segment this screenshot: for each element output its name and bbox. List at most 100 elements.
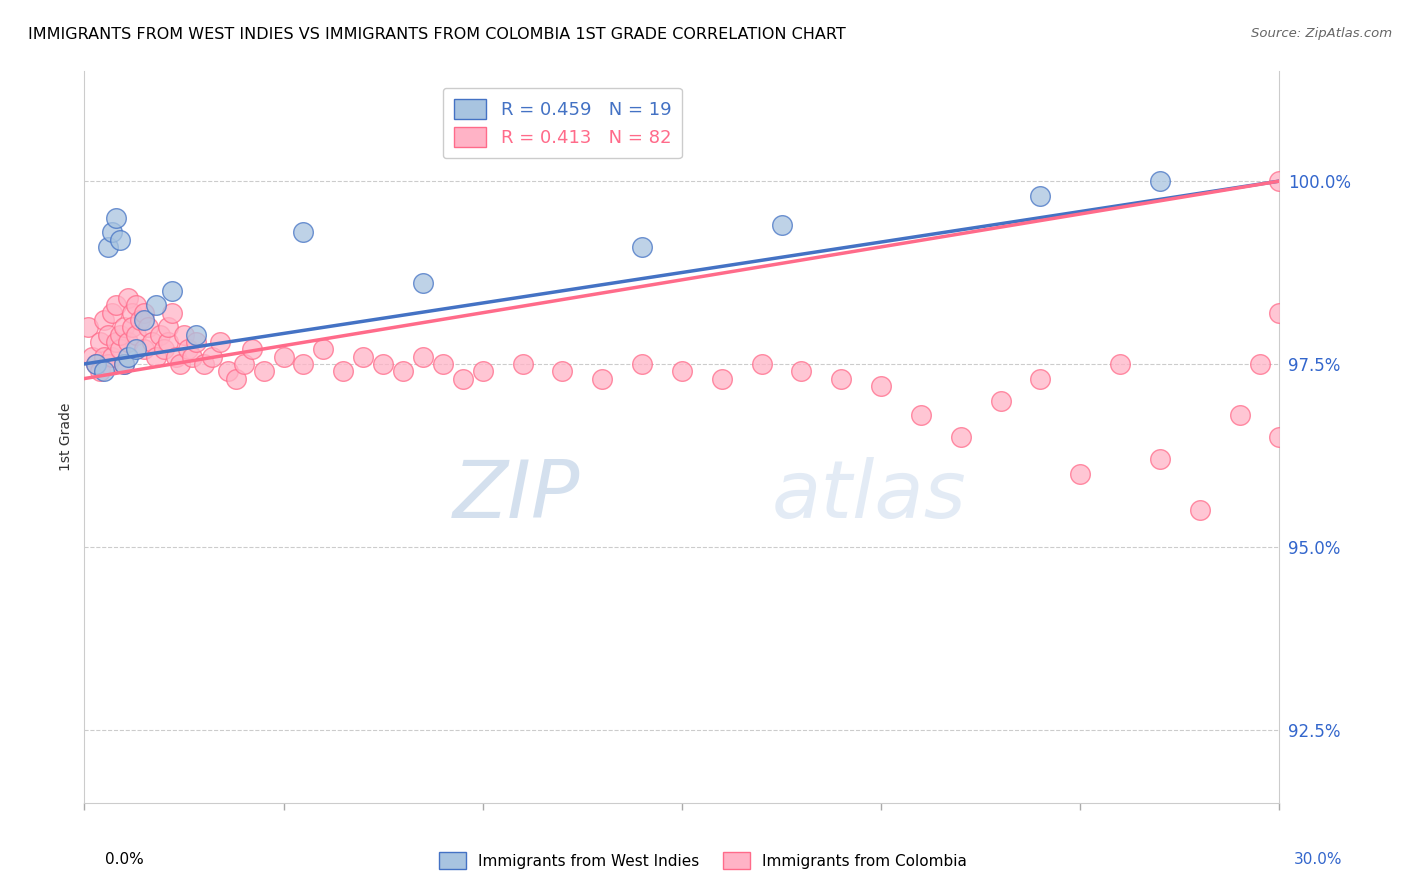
Point	[145, 350, 167, 364]
Point	[1229, 408, 1251, 422]
Point	[1249, 357, 1271, 371]
Point	[112, 357, 135, 371]
Point	[145, 298, 167, 312]
Point	[93, 364, 115, 378]
Point	[157, 334, 180, 349]
Point	[770, 218, 793, 232]
Point	[86, 357, 108, 371]
Point	[132, 313, 156, 327]
Point	[1109, 357, 1132, 371]
Point	[105, 211, 128, 225]
Point	[910, 408, 932, 422]
Point	[101, 350, 124, 364]
Text: IMMIGRANTS FROM WEST INDIES VS IMMIGRANTS FROM COLOMBIA 1ST GRADE CORRELATION CH: IMMIGRANTS FROM WEST INDIES VS IMMIGRANT…	[28, 27, 846, 42]
Point	[177, 343, 200, 357]
Legend: Immigrants from West Indies, Immigrants from Colombia: Immigrants from West Indies, Immigrants …	[433, 846, 973, 875]
Point	[217, 364, 239, 378]
Point	[671, 364, 693, 378]
Text: Source: ZipAtlas.com: Source: ZipAtlas.com	[1251, 27, 1392, 40]
Point	[1268, 306, 1291, 320]
Point	[870, 379, 893, 393]
Point	[949, 430, 972, 444]
Point	[332, 364, 354, 378]
Point	[225, 371, 247, 385]
Point	[160, 306, 183, 320]
Point	[121, 320, 143, 334]
Point	[173, 327, 195, 342]
Point	[412, 350, 434, 364]
Point	[631, 357, 654, 371]
Text: atlas: atlas	[772, 457, 966, 534]
Point	[97, 240, 120, 254]
Point	[160, 284, 183, 298]
Point	[193, 357, 215, 371]
Point	[89, 334, 111, 349]
Point	[125, 343, 148, 357]
Point	[86, 357, 108, 371]
Point	[751, 357, 773, 371]
Point	[201, 350, 224, 364]
Point	[184, 327, 207, 342]
Point	[1149, 174, 1171, 188]
Point	[132, 306, 156, 320]
Point	[512, 357, 534, 371]
Point	[1029, 371, 1052, 385]
Point	[790, 364, 813, 378]
Point	[352, 350, 374, 364]
Point	[432, 357, 454, 371]
Point	[77, 320, 100, 334]
Text: 30.0%: 30.0%	[1295, 852, 1343, 867]
Point	[89, 364, 111, 378]
Point	[451, 371, 474, 385]
Point	[631, 240, 654, 254]
Point	[830, 371, 852, 385]
Point	[149, 327, 172, 342]
Point	[551, 364, 574, 378]
Point	[93, 313, 115, 327]
Point	[110, 343, 132, 357]
Point	[132, 343, 156, 357]
Point	[141, 334, 163, 349]
Point	[1268, 174, 1291, 188]
Point	[181, 350, 204, 364]
Point	[312, 343, 335, 357]
Point	[240, 343, 263, 357]
Point	[1029, 188, 1052, 202]
Point	[110, 327, 132, 342]
Point	[117, 350, 139, 364]
Point	[125, 298, 148, 312]
Point	[710, 371, 733, 385]
Point	[110, 233, 132, 247]
Point	[1069, 467, 1091, 481]
Point	[208, 334, 231, 349]
Point	[82, 350, 104, 364]
Point	[412, 277, 434, 291]
Y-axis label: 1st Grade: 1st Grade	[59, 403, 73, 471]
Point	[125, 327, 148, 342]
Point	[97, 327, 120, 342]
Point	[112, 357, 135, 371]
Point	[112, 320, 135, 334]
Point	[129, 313, 152, 327]
Point	[471, 364, 494, 378]
Point	[97, 357, 120, 371]
Point	[157, 320, 180, 334]
Point	[1188, 503, 1211, 517]
Point	[117, 334, 139, 349]
Point	[292, 357, 315, 371]
Point	[292, 225, 315, 239]
Point	[121, 306, 143, 320]
Point	[273, 350, 295, 364]
Point	[117, 291, 139, 305]
Point	[1268, 430, 1291, 444]
Point	[253, 364, 276, 378]
Point	[184, 334, 207, 349]
Point	[990, 393, 1012, 408]
Point	[232, 357, 254, 371]
Point	[591, 371, 613, 385]
Point	[165, 350, 187, 364]
Point	[93, 350, 115, 364]
Text: ZIP: ZIP	[453, 457, 581, 534]
Text: 0.0%: 0.0%	[105, 852, 145, 867]
Point	[373, 357, 395, 371]
